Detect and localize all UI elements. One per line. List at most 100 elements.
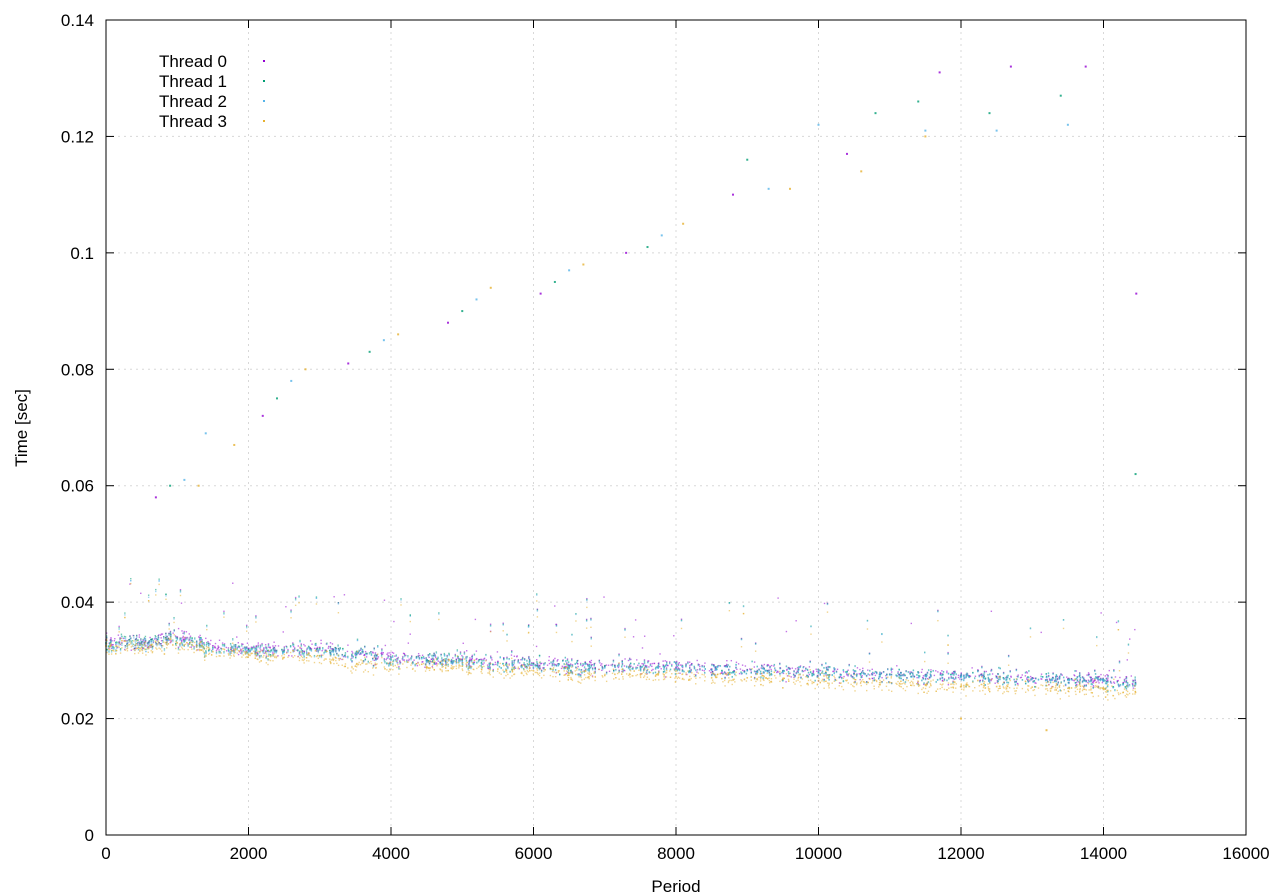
data-point — [901, 675, 903, 677]
data-point — [448, 653, 450, 656]
data-point — [1026, 672, 1029, 674]
data-point — [1017, 684, 1019, 687]
data-point — [391, 656, 394, 658]
data-point — [250, 646, 253, 648]
data-point — [362, 652, 364, 654]
data-point — [751, 668, 753, 670]
data-point — [632, 666, 634, 669]
data-point — [969, 675, 972, 677]
data-point — [458, 667, 460, 669]
data-point — [652, 679, 654, 682]
data-point — [255, 615, 257, 617]
data-point — [871, 668, 873, 671]
data-point — [532, 667, 535, 669]
data-point — [344, 652, 347, 654]
data-point — [703, 670, 705, 672]
data-point — [146, 643, 149, 645]
data-point — [629, 663, 631, 666]
data-point — [768, 679, 771, 682]
data-point — [330, 650, 333, 652]
data-point — [181, 630, 183, 632]
data-point — [924, 687, 927, 690]
data-point — [112, 647, 114, 649]
data-point — [567, 670, 570, 672]
data-point — [809, 661, 811, 664]
data-point — [627, 666, 630, 668]
data-point — [303, 651, 305, 654]
data-point — [879, 674, 881, 676]
data-point — [230, 651, 232, 654]
data-point — [143, 644, 145, 646]
data-point — [181, 644, 184, 647]
data-point — [243, 646, 246, 648]
data-point — [344, 663, 347, 665]
data-point — [523, 658, 526, 660]
data-point — [306, 648, 308, 650]
data-point — [359, 649, 362, 651]
data-point — [951, 677, 953, 679]
data-point — [410, 655, 413, 657]
data-point — [350, 659, 352, 661]
data-point — [1060, 674, 1062, 676]
data-point — [1014, 692, 1017, 695]
data-point — [1132, 684, 1134, 687]
data-point — [431, 658, 434, 661]
data-point — [218, 650, 220, 653]
data-point — [245, 627, 248, 629]
data-point — [335, 650, 337, 652]
data-point — [287, 648, 289, 651]
data-point — [819, 674, 821, 676]
data-point — [1027, 680, 1029, 682]
data-point — [1067, 679, 1069, 681]
data-point — [783, 670, 785, 673]
data-point — [1054, 678, 1057, 681]
data-point — [794, 668, 797, 670]
data-point — [618, 654, 620, 656]
data-point — [854, 670, 857, 673]
data-point — [115, 642, 117, 645]
data-point — [229, 652, 231, 655]
data-point — [536, 616, 539, 618]
data-point — [860, 672, 863, 674]
data-point — [248, 649, 250, 652]
data-point — [390, 664, 392, 666]
data-point — [1016, 687, 1018, 689]
data-point — [946, 671, 948, 674]
data-point — [565, 665, 567, 668]
data-point — [1100, 612, 1102, 614]
data-point — [273, 653, 276, 655]
data-point — [287, 650, 289, 652]
data-point — [232, 638, 234, 640]
data-point — [1127, 684, 1129, 686]
data-point — [833, 667, 835, 670]
data-point — [1052, 677, 1054, 680]
data-point — [558, 674, 561, 676]
outlier-point — [1009, 65, 1012, 68]
data-point — [588, 670, 590, 673]
data-point — [237, 642, 239, 644]
data-point — [142, 639, 144, 642]
outlier-point — [1135, 292, 1138, 295]
data-point — [871, 674, 873, 676]
data-point — [872, 672, 874, 674]
data-point — [1006, 684, 1008, 687]
data-point — [727, 674, 730, 676]
data-point — [380, 652, 382, 655]
data-point — [241, 656, 243, 658]
data-point — [124, 645, 127, 647]
data-point — [180, 602, 183, 604]
data-point — [1007, 655, 1010, 658]
data-point — [1104, 680, 1106, 682]
data-point — [540, 669, 543, 671]
data-point — [123, 637, 126, 639]
data-point — [453, 661, 455, 663]
data-point — [232, 647, 234, 649]
data-point — [710, 671, 712, 674]
data-point — [124, 614, 126, 616]
data-point — [1030, 679, 1032, 681]
data-point — [395, 660, 398, 662]
data-point — [387, 656, 389, 658]
data-point — [779, 680, 781, 683]
data-point — [283, 650, 285, 652]
data-point — [189, 638, 192, 640]
